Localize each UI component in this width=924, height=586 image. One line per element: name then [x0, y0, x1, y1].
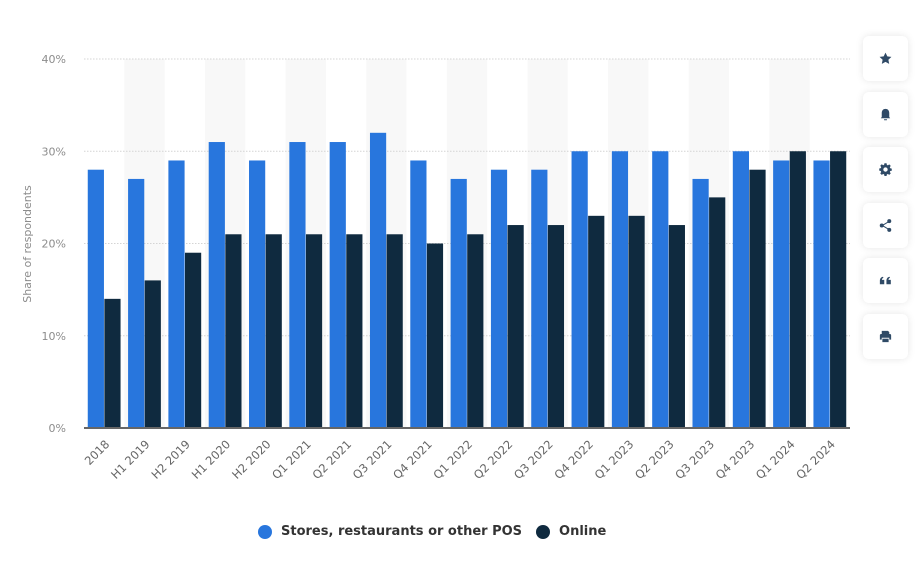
- x-tick-label: Q1 2023: [592, 437, 637, 482]
- x-tick-label: Q2 2023: [632, 437, 677, 482]
- legend-dot-pos: [258, 524, 272, 539]
- x-tick-label: Q2 2024: [793, 437, 838, 482]
- bar-online[interactable]: [104, 298, 121, 428]
- bar-online[interactable]: [426, 243, 444, 429]
- bar-online[interactable]: [507, 225, 524, 428]
- bars: [87, 132, 847, 429]
- bar-online[interactable]: [588, 215, 605, 428]
- bar-online[interactable]: [305, 234, 323, 428]
- x-tick-label: 2018: [82, 437, 113, 468]
- bar-pos[interactable]: [813, 160, 830, 428]
- quote-icon: [879, 276, 891, 285]
- bar-pos[interactable]: [531, 169, 548, 428]
- bar-online[interactable]: [709, 197, 726, 428]
- bar-online[interactable]: [184, 252, 202, 428]
- x-tick-label: H2 2020: [229, 437, 273, 481]
- legend-item-online[interactable]: Online: [536, 524, 606, 539]
- y-axis-label: Share of respondents: [21, 185, 34, 303]
- bar-online[interactable]: [547, 225, 565, 428]
- x-tick-label: Q3 2022: [511, 437, 556, 482]
- y-tick-label: 40%: [42, 53, 66, 66]
- bar-pos[interactable]: [692, 178, 709, 428]
- bar-pos[interactable]: [87, 169, 104, 428]
- print-icon: [879, 330, 892, 342]
- legend-item-pos[interactable]: Stores, restaurants or other POS: [258, 524, 522, 539]
- bar-online[interactable]: [265, 234, 282, 428]
- chart-legend: Stores, restaurants or other POS Online: [258, 524, 620, 539]
- bar-online[interactable]: [467, 234, 484, 428]
- y-tick-label: 30%: [42, 145, 66, 158]
- share-button[interactable]: [863, 202, 908, 248]
- x-tick-label: H2 2019: [148, 437, 192, 481]
- chart-toolbar: [863, 36, 908, 369]
- x-tick-label: Q1 2021: [269, 437, 314, 482]
- y-axis-ticks: 0% 10% 20% 30% 40%: [42, 53, 66, 435]
- legend-dot-online: [536, 524, 551, 539]
- bar-online[interactable]: [789, 151, 806, 428]
- x-tick-label: Q1 2024: [753, 437, 798, 482]
- x-tick-label: Q2 2021: [309, 437, 354, 482]
- cite-button[interactable]: [863, 258, 908, 303]
- bell-icon: [880, 108, 891, 120]
- x-tick-label: H1 2019: [108, 437, 152, 481]
- bar-pos[interactable]: [611, 151, 629, 428]
- y-tick-label: 10%: [42, 330, 66, 343]
- bar-online[interactable]: [386, 234, 403, 428]
- bar-online[interactable]: [346, 234, 363, 428]
- x-tick-label: Q4 2021: [390, 437, 435, 482]
- bar-online[interactable]: [830, 151, 847, 428]
- bar-pos[interactable]: [249, 160, 266, 428]
- x-tick-label: Q1 2022: [430, 437, 475, 482]
- bar-online[interactable]: [144, 280, 161, 428]
- gear-icon: [879, 163, 892, 176]
- legend-label-pos: Stores, restaurants or other POS: [281, 524, 523, 539]
- bar-online[interactable]: [225, 234, 242, 428]
- bar-pos[interactable]: [490, 169, 508, 428]
- bar-online[interactable]: [628, 215, 645, 428]
- x-tick-label: Q3 2023: [672, 437, 717, 482]
- bar-pos[interactable]: [652, 151, 669, 428]
- x-tick-label: H1 2020: [189, 437, 233, 481]
- y-tick-label: 20%: [42, 238, 66, 251]
- favorite-button[interactable]: [863, 36, 908, 81]
- bar-pos[interactable]: [329, 142, 346, 428]
- x-tick-label: Q4 2022: [551, 437, 596, 482]
- bar-pos[interactable]: [168, 160, 185, 428]
- bar-pos[interactable]: [410, 160, 427, 428]
- bar-pos[interactable]: [208, 142, 225, 428]
- x-tick-label: Q4 2023: [713, 437, 758, 482]
- notification-button[interactable]: [863, 91, 908, 137]
- bar-pos[interactable]: [128, 178, 145, 428]
- bar-pos[interactable]: [773, 160, 790, 428]
- bar-pos[interactable]: [732, 151, 750, 428]
- settings-button[interactable]: [863, 147, 908, 192]
- bar-pos[interactable]: [450, 178, 467, 428]
- y-tick-label: 0%: [49, 422, 66, 435]
- bar-pos[interactable]: [289, 142, 306, 428]
- legend-label-online: Online: [559, 524, 607, 539]
- bar-online[interactable]: [749, 169, 766, 428]
- share-icon: [879, 218, 892, 232]
- bar-pos[interactable]: [571, 151, 588, 428]
- print-button[interactable]: [863, 313, 908, 359]
- x-tick-label: Q3 2021: [350, 437, 395, 482]
- bar-pos[interactable]: [369, 132, 387, 429]
- star-icon: [879, 52, 892, 64]
- x-tick-label: Q2 2022: [471, 437, 516, 482]
- bar-online[interactable]: [668, 225, 685, 428]
